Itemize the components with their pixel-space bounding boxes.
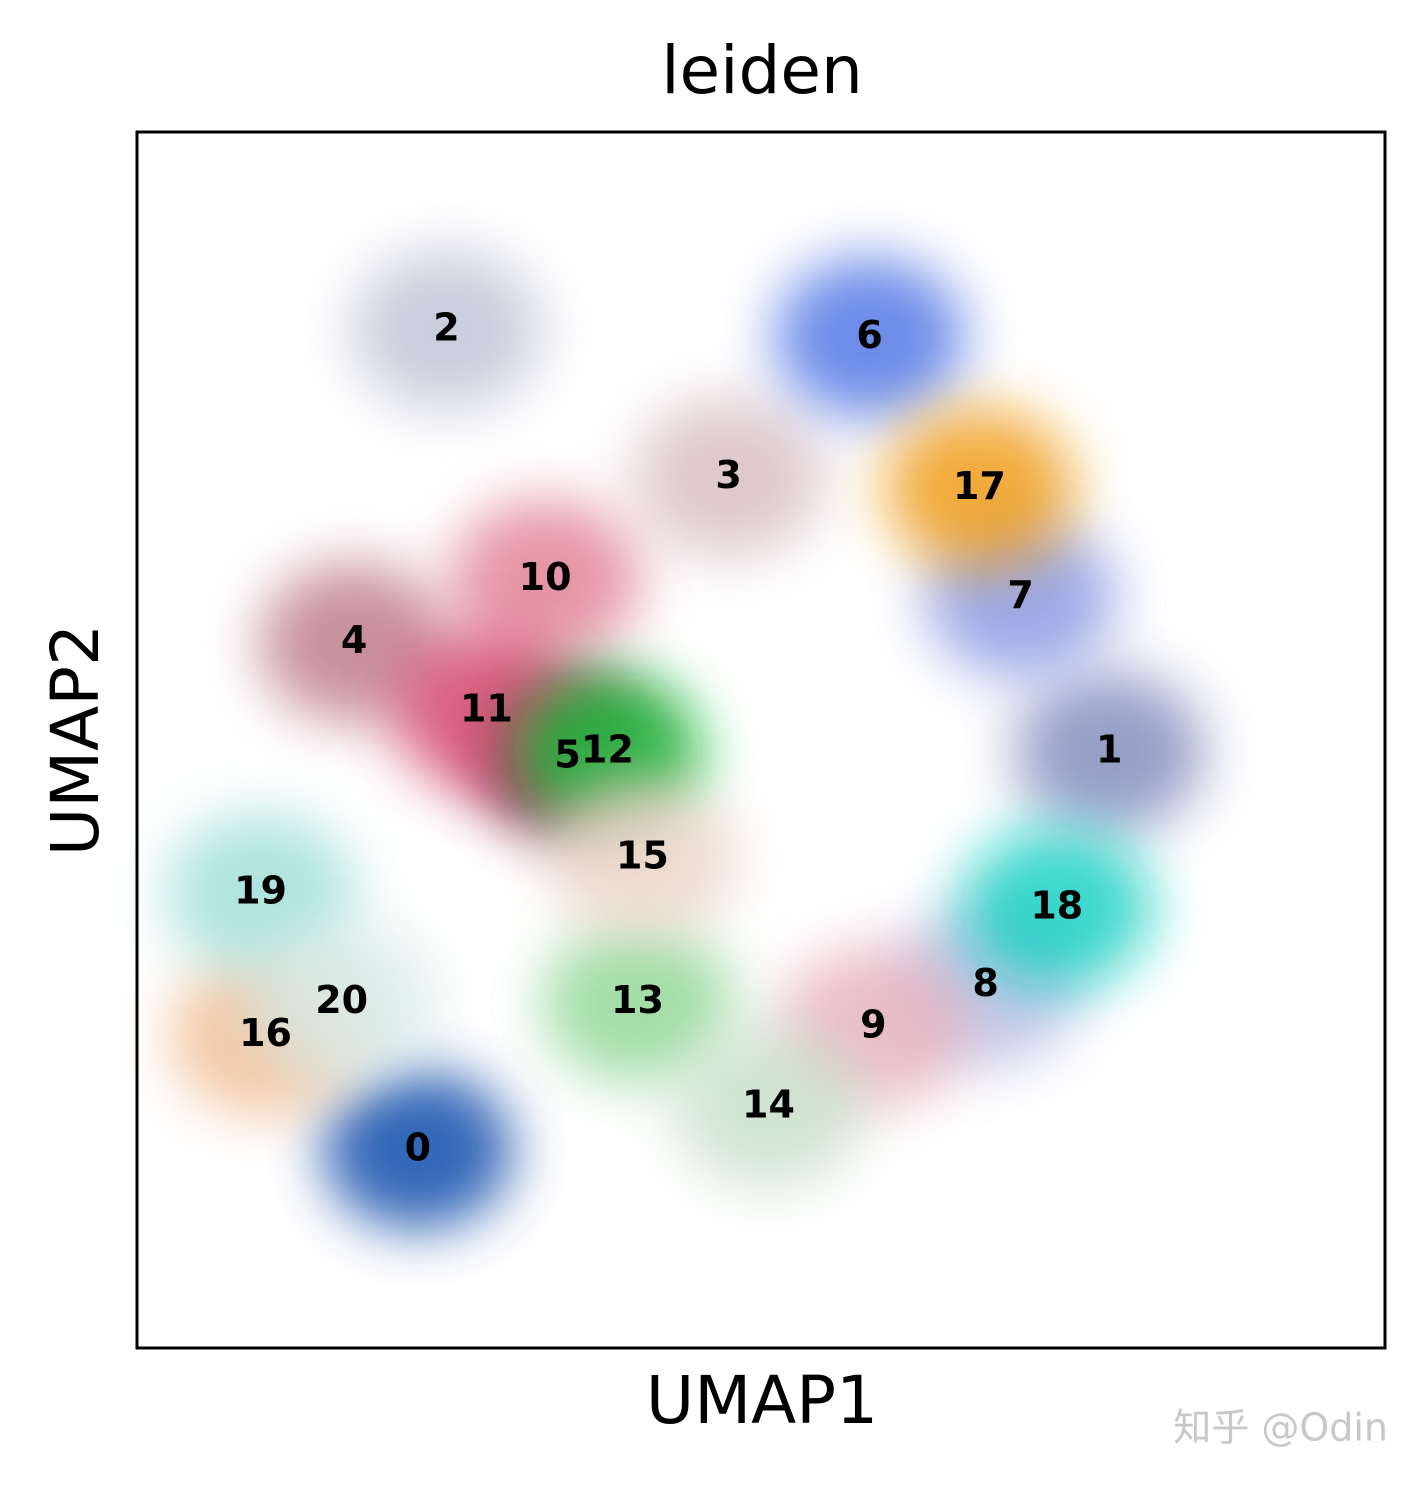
cluster-cloud [246,922,437,1083]
x-axis-label: UMAP1 [646,1362,878,1439]
y-axis-label: UMAP2 [37,624,114,856]
cluster-label: 19 [234,869,287,913]
chart-title: leiden [661,32,863,109]
cluster-label: 10 [519,555,572,599]
cluster-label: 4 [341,618,367,662]
cluster-label: 16 [239,1011,292,1055]
cluster-cloud [961,827,1152,988]
cluster-label: 18 [1030,883,1083,927]
watermark: 知乎 @Odin [1173,1406,1388,1450]
cluster-label: 0 [405,1125,431,1169]
cluster-label: 15 [616,833,669,877]
plot-frame [135,130,1387,1350]
cluster-label: 5 [554,733,580,777]
cluster-label: 20 [315,978,368,1022]
cluster-label: 2 [433,306,459,350]
cluster-cloud [1014,672,1205,833]
cluster-cloud [673,1027,864,1188]
cluster-cloud [542,922,733,1083]
cluster-label: 6 [856,313,882,357]
cluster-label: 9 [860,1002,886,1046]
cluster-label: 17 [953,464,1006,508]
cluster-label: 8 [972,961,998,1005]
cluster-cloud [547,777,738,938]
cluster-label: 13 [611,978,664,1022]
cluster-label: 7 [1007,573,1033,617]
cluster-label: 14 [742,1083,795,1127]
cluster-cloud [774,257,965,418]
cluster-cloud [884,408,1075,569]
cluster-cloud [633,397,824,558]
cluster-label: 12 [581,728,634,772]
cluster-label: 3 [715,453,741,497]
cluster-cloud [322,1069,513,1230]
cluster-cloud [450,499,641,660]
cluster-label: 11 [460,686,513,730]
cluster-cloud [351,250,542,411]
cluster-label: 1 [1096,728,1122,772]
clusters [165,250,1205,1230]
